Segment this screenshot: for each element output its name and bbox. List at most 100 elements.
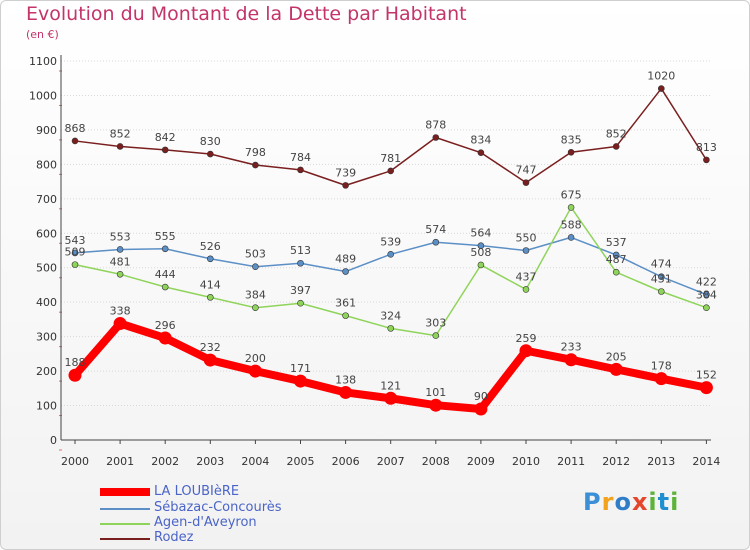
- legend-swatch-la-loubiere: [100, 488, 150, 496]
- data-point-rodez: [297, 166, 304, 174]
- data-point-se-bazac-concoure-s: [71, 249, 79, 257]
- data-label-la-loubie-re: 152: [696, 369, 717, 382]
- x-tick-label: 2005: [287, 455, 315, 468]
- data-point-se-bazac-concoure-s: [703, 291, 710, 298]
- data-point-rodez: [161, 146, 169, 154]
- data-point-la-loubie-re: [68, 368, 82, 382]
- data-label-rodez: 852: [606, 127, 627, 140]
- data-point-se-bazac-concoure-s: [477, 242, 485, 249]
- x-tick-label: 2011: [557, 455, 585, 468]
- data-label-la-loubie-re: 259: [516, 332, 537, 345]
- data-label-agen-d-aveyron: 397: [290, 284, 311, 297]
- data-label-se-bazac-concoure-s: 539: [380, 235, 401, 248]
- data-label-agen-d-aveyron: 508: [470, 246, 491, 259]
- data-point-agen-d-aveyron: [297, 299, 304, 307]
- data-label-rodez: 784: [290, 151, 311, 164]
- y-tick-label: 800: [36, 158, 57, 171]
- data-label-se-bazac-concoure-s: 537: [606, 236, 627, 249]
- data-point-agen-d-aveyron: [161, 283, 169, 291]
- y-tick-label: 200: [36, 365, 57, 378]
- data-point-la-loubie-re: [113, 317, 127, 331]
- data-point-agen-d-aveyron: [703, 304, 710, 311]
- legend-label-rodez: Rodez: [154, 530, 194, 545]
- data-point-rodez: [116, 143, 124, 150]
- data-point-rodez: [703, 156, 710, 164]
- data-label-rodez: 878: [425, 118, 446, 131]
- data-point-agen-d-aveyron: [387, 325, 395, 332]
- data-label-la-loubie-re: 101: [425, 386, 446, 399]
- data-point-rodez: [71, 137, 79, 145]
- data-point-la-loubie-re: [474, 402, 488, 416]
- y-tick-label: 900: [36, 124, 57, 137]
- data-label-se-bazac-concoure-s: 574: [425, 223, 446, 236]
- data-point-agen-d-aveyron: [252, 304, 259, 311]
- y-tick-label: 1000: [29, 89, 57, 102]
- data-label-rodez: 1020: [647, 70, 675, 83]
- x-tick-label: 2004: [241, 455, 269, 468]
- data-point-la-loubie-re: [564, 353, 578, 367]
- x-tick-label: 2014: [692, 455, 720, 468]
- x-tick-label: 2010: [512, 455, 540, 468]
- data-point-se-bazac-concoure-s: [432, 238, 440, 246]
- data-point-agen-d-aveyron: [612, 268, 620, 276]
- data-point-se-bazac-concoure-s: [342, 268, 349, 275]
- data-label-rodez: 739: [335, 166, 356, 179]
- data-point-rodez: [342, 182, 349, 189]
- data-label-agen-d-aveyron: 324: [380, 309, 401, 322]
- data-label-agen-d-aveyron: 384: [696, 289, 717, 302]
- data-point-se-bazac-concoure-s: [657, 273, 665, 280]
- data-point-la-loubie-re: [248, 364, 262, 378]
- data-point-la-loubie-re: [158, 331, 172, 345]
- y-tick-label: 1100: [29, 55, 57, 68]
- data-point-agen-d-aveyron: [567, 204, 575, 211]
- data-label-agen-d-aveyron: 384: [245, 289, 266, 302]
- data-label-la-loubie-re: 138: [335, 373, 356, 386]
- y-tick-label: 400: [36, 296, 57, 309]
- data-point-la-loubie-re: [609, 362, 623, 376]
- data-point-rodez: [522, 179, 530, 186]
- data-point-se-bazac-concoure-s: [387, 250, 395, 258]
- x-tick-label: 2006: [332, 455, 360, 468]
- x-tick-label: 2003: [196, 455, 224, 468]
- data-point-la-loubie-re: [339, 385, 353, 399]
- data-point-rodez: [387, 167, 395, 175]
- x-tick-label: 2009: [467, 455, 495, 468]
- data-label-la-loubie-re: 90: [474, 390, 488, 403]
- data-label-rodez: 798: [245, 146, 266, 159]
- data-label-la-loubie-re: 232: [200, 341, 221, 354]
- data-label-agen-d-aveyron: 437: [516, 270, 537, 283]
- data-label-agen-d-aveyron: 303: [425, 317, 446, 330]
- data-label-rodez: 842: [155, 131, 176, 144]
- data-label-agen-d-aveyron: 444: [155, 268, 176, 281]
- data-label-se-bazac-concoure-s: 553: [110, 230, 131, 243]
- data-point-rodez: [612, 143, 620, 150]
- data-point-se-bazac-concoure-s: [161, 245, 169, 253]
- data-label-agen-d-aveyron: 487: [606, 253, 627, 266]
- data-label-se-bazac-concoure-s: 526: [200, 240, 221, 253]
- x-tick-label: 2001: [106, 455, 134, 468]
- data-point-la-loubie-re: [429, 398, 443, 412]
- data-point-rodez: [567, 149, 575, 156]
- data-point-se-bazac-concoure-s: [522, 247, 530, 254]
- data-label-rodez: 868: [65, 122, 86, 135]
- y-tick-label: 300: [36, 331, 57, 344]
- data-label-agen-d-aveyron: 361: [335, 297, 356, 310]
- legend-item-sebazac: Sébazac-Concourès: [100, 500, 360, 517]
- data-label-rodez: 852: [110, 127, 131, 140]
- data-label-la-loubie-re: 205: [606, 350, 627, 363]
- data-label-agen-d-aveyron: 414: [200, 278, 221, 291]
- legend-item-la-loubiere: LA LOUBIèRE: [100, 484, 360, 501]
- data-point-rodez: [477, 149, 485, 156]
- data-label-la-loubie-re: 200: [245, 352, 266, 365]
- data-label-agen-d-aveyron: 675: [561, 188, 582, 201]
- data-point-agen-d-aveyron: [477, 261, 485, 269]
- legend-label-sebazac: Sébazac-Concourès: [154, 500, 282, 515]
- x-tick-label: 2007: [377, 455, 405, 468]
- data-point-se-bazac-concoure-s: [567, 234, 575, 241]
- data-label-la-loubie-re: 233: [561, 341, 582, 354]
- data-label-la-loubie-re: 338: [110, 305, 131, 318]
- legend-swatch-agen: [100, 523, 150, 525]
- data-label-rodez: 830: [200, 135, 221, 148]
- data-point-agen-d-aveyron: [522, 286, 530, 293]
- data-label-se-bazac-concoure-s: 564: [470, 227, 491, 240]
